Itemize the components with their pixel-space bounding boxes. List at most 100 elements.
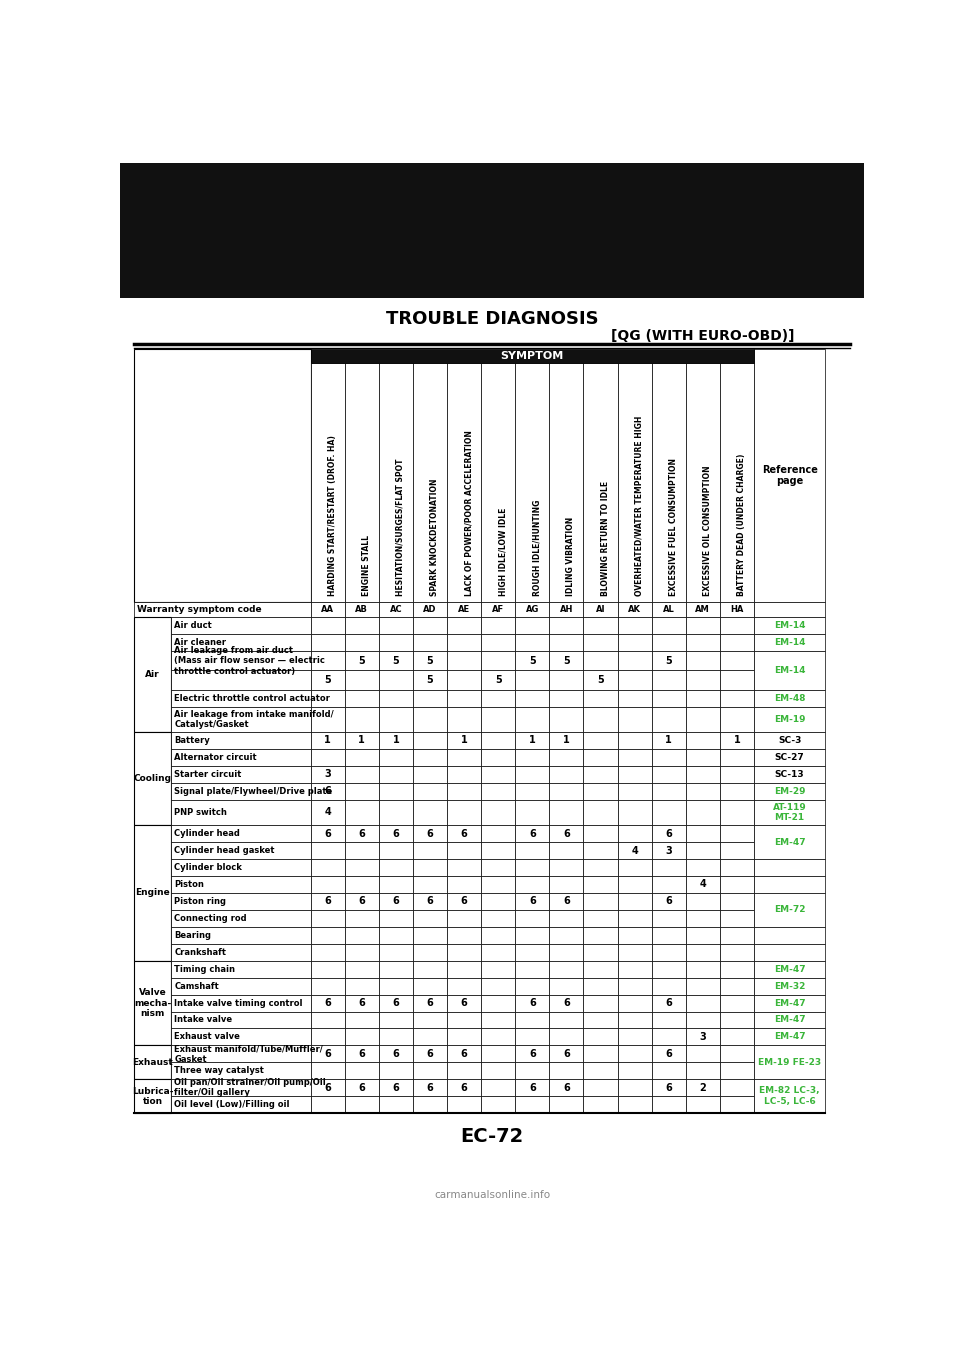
Text: 3: 3 (700, 1032, 707, 1042)
Bar (413, 800, 447, 826)
Bar (311, 1080, 345, 1096)
Bar (413, 618, 447, 634)
Bar (447, 1062, 481, 1080)
Bar (345, 842, 379, 860)
Text: BLOWING RETURN TO IDLE: BLOWING RETURN TO IDLE (601, 481, 610, 596)
Bar (134, 618, 171, 732)
Bar (516, 926, 549, 944)
Text: 6: 6 (393, 896, 399, 906)
Bar (754, 748, 826, 766)
Text: 6: 6 (563, 1082, 570, 1093)
Bar (584, 671, 617, 690)
Bar (720, 650, 754, 671)
Bar (685, 1012, 720, 1028)
Text: Air cleaner: Air cleaner (175, 638, 227, 648)
Bar (549, 748, 584, 766)
Bar (171, 860, 311, 876)
Bar (379, 876, 413, 894)
Bar (447, 876, 481, 894)
Bar (685, 910, 720, 926)
Bar (617, 910, 652, 926)
Bar (584, 960, 617, 978)
Text: 1: 1 (358, 736, 365, 746)
Bar (379, 1028, 413, 1046)
Bar (652, 876, 685, 894)
Text: OVERHEATED/WATER TEMPERATURE HIGH: OVERHEATED/WATER TEMPERATURE HIGH (635, 416, 643, 596)
Text: 6: 6 (563, 998, 570, 1008)
Bar (685, 876, 720, 894)
Text: Signal plate/Flywheel/Drive plate: Signal plate/Flywheel/Drive plate (175, 786, 332, 796)
Bar (754, 634, 826, 650)
Bar (652, 842, 685, 860)
Bar (617, 860, 652, 876)
Bar (652, 602, 685, 618)
Bar (549, 650, 584, 671)
Bar (413, 634, 447, 650)
Bar (311, 706, 345, 732)
Bar (754, 860, 826, 876)
Bar (413, 732, 447, 748)
Text: 6: 6 (393, 998, 399, 1008)
Bar (720, 876, 754, 894)
Bar (584, 826, 617, 842)
Text: 6: 6 (529, 896, 536, 906)
Bar (345, 1062, 379, 1080)
Bar (481, 1028, 516, 1046)
Bar (345, 1046, 379, 1062)
Bar (754, 782, 826, 800)
Text: 6: 6 (393, 1082, 399, 1093)
Bar (720, 944, 754, 960)
Bar (584, 800, 617, 826)
Bar (379, 894, 413, 910)
Bar (311, 732, 345, 748)
Bar (413, 766, 447, 782)
Text: 6: 6 (393, 828, 399, 839)
Text: 6: 6 (426, 1048, 433, 1059)
Bar (617, 1046, 652, 1062)
Bar (754, 650, 826, 690)
Bar (549, 1080, 584, 1096)
Bar (311, 994, 345, 1012)
Bar (413, 363, 447, 602)
Bar (652, 766, 685, 782)
Bar (447, 602, 481, 618)
Text: AM: AM (695, 606, 710, 614)
Bar (652, 634, 685, 650)
Bar (481, 1096, 516, 1114)
Bar (685, 650, 720, 671)
Bar (447, 782, 481, 800)
Bar (754, 690, 826, 706)
Bar (171, 706, 311, 732)
Text: AG: AG (526, 606, 539, 614)
Bar (447, 363, 481, 602)
Bar (345, 826, 379, 842)
Bar (549, 1012, 584, 1028)
Bar (516, 876, 549, 894)
Text: 6: 6 (461, 828, 468, 839)
Bar (516, 650, 549, 671)
Text: 4: 4 (700, 880, 707, 889)
Bar (652, 363, 685, 602)
Bar (447, 766, 481, 782)
Text: 6: 6 (529, 828, 536, 839)
Text: 6: 6 (324, 998, 331, 1008)
Bar (685, 618, 720, 634)
Text: AI: AI (596, 606, 605, 614)
Bar (652, 671, 685, 690)
Text: LACK OF POWER/POOR ACCELERATION: LACK OF POWER/POOR ACCELERATION (464, 430, 473, 596)
Bar (516, 1012, 549, 1028)
Text: AD: AD (423, 606, 437, 614)
Bar (754, 1080, 826, 1114)
Bar (413, 910, 447, 926)
Bar (311, 363, 345, 602)
Bar (481, 1046, 516, 1062)
Text: Lubrica-
tion: Lubrica- tion (132, 1086, 174, 1105)
Bar (447, 634, 481, 650)
Bar (171, 842, 311, 860)
Text: 1: 1 (461, 736, 468, 746)
Bar (516, 602, 549, 618)
Text: Crankshaft: Crankshaft (175, 948, 227, 956)
Bar (652, 732, 685, 748)
Bar (652, 926, 685, 944)
Bar (311, 860, 345, 876)
